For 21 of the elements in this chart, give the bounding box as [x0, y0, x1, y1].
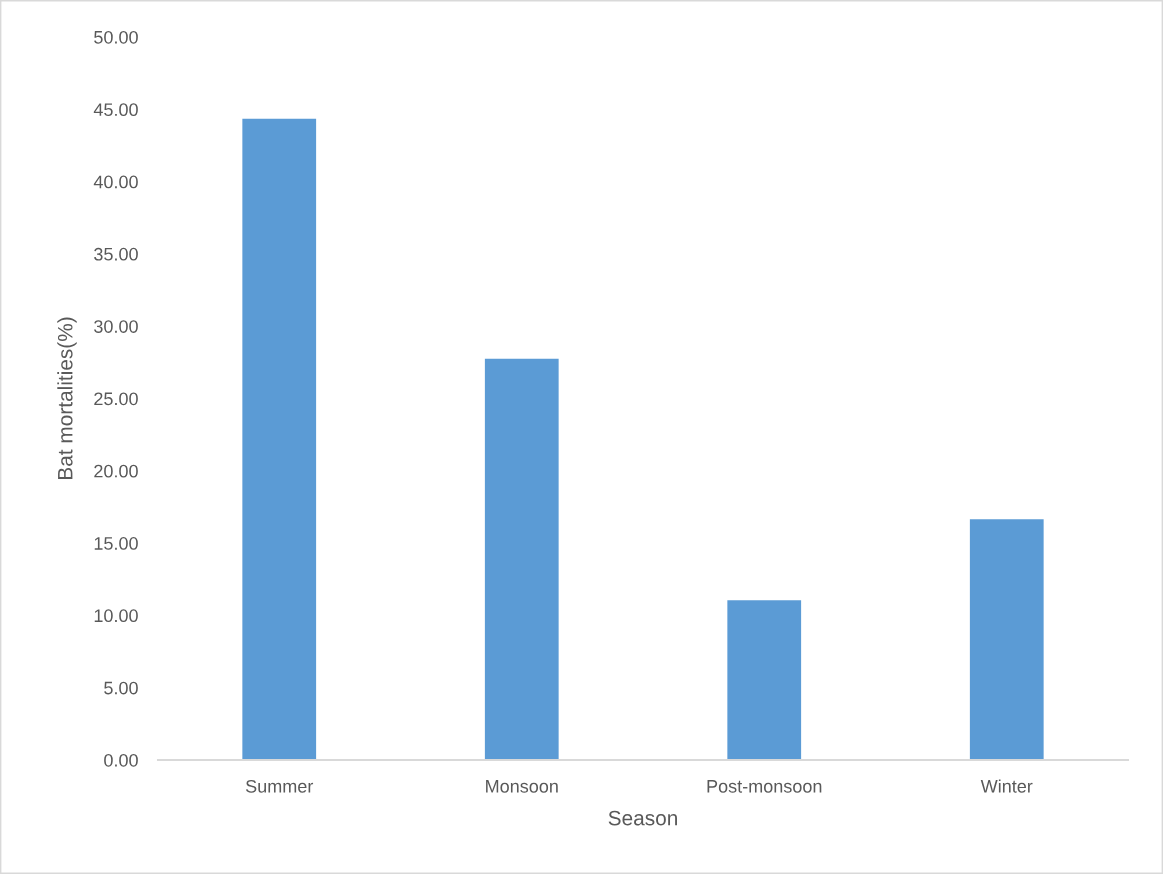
y-axis-title: Bat mortalities(%) [57, 317, 77, 479]
bar [968, 517, 1046, 760]
x-tick-label: Post-monsoon [707, 780, 822, 793]
y-tick-label: 10.00 [94, 609, 138, 623]
y-tick-label: 25.00 [94, 392, 138, 406]
x-tick-label: Monsoon [486, 780, 558, 793]
bar [240, 117, 318, 760]
bar [483, 357, 561, 760]
y-tick-label: 30.00 [94, 320, 138, 333]
x-tick-label: Summer [245, 779, 314, 793]
x-axis-title: Season [608, 810, 677, 826]
x-tick-label: Winter [980, 779, 1033, 793]
y-tick-label: 35.00 [94, 247, 138, 261]
y-tick-label: 0.00 [104, 753, 138, 767]
y-tick-label: 50.00 [94, 30, 138, 44]
y-tick-label: 5.00 [104, 681, 138, 695]
bar [725, 598, 803, 760]
y-tick-label: 40.00 [93, 175, 138, 189]
y-tick-label: 45.00 [93, 103, 138, 117]
y-tick-label: 20.00 [94, 464, 138, 478]
y-tick-label: 15.00 [94, 537, 138, 550]
